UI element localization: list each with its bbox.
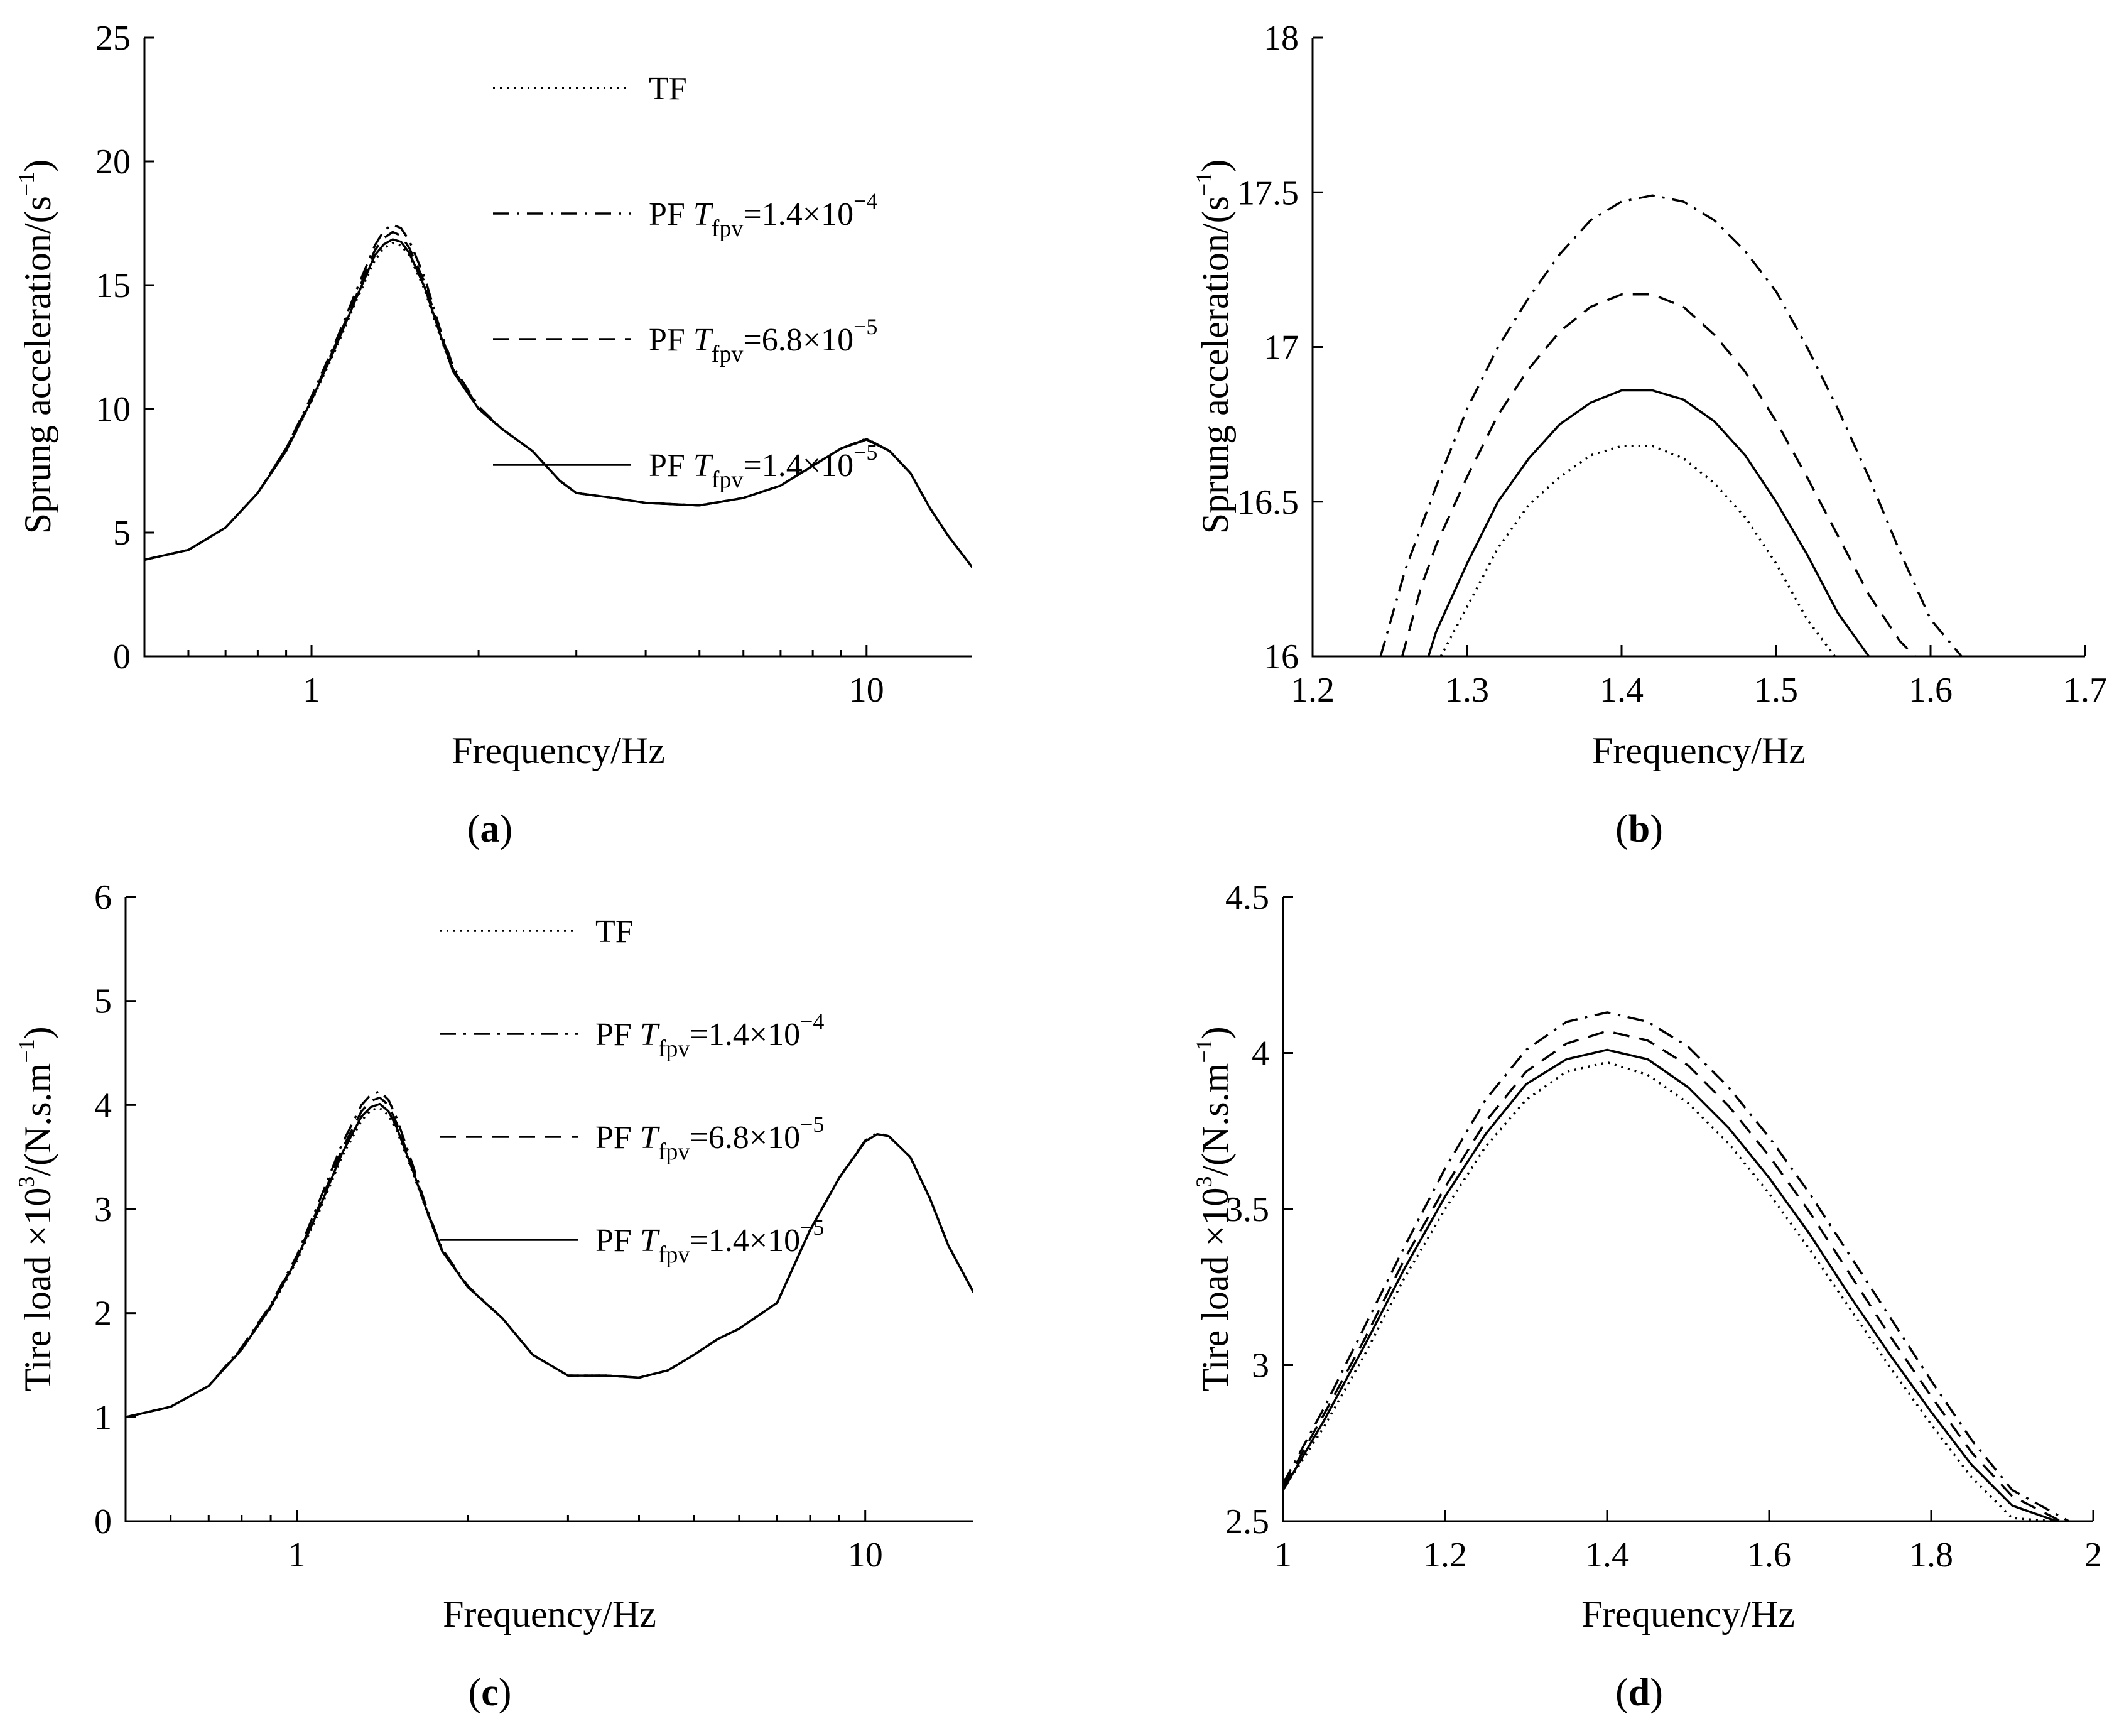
series-line-b-dashed bbox=[1401, 293, 1916, 656]
series-line-a-solid bbox=[144, 238, 972, 568]
panel-caption-d: (d) bbox=[1615, 1671, 1663, 1714]
series-line-d-dotted bbox=[1283, 1061, 2053, 1521]
series-line-b-solid bbox=[1427, 389, 1870, 656]
y-tick-label-a: 25 bbox=[95, 19, 131, 58]
x-tick-label-b: 1.3 bbox=[1445, 671, 1489, 710]
series-line-c-dashed bbox=[126, 1096, 973, 1419]
y-tick-label-c: 2 bbox=[94, 1294, 112, 1333]
x-axis-label-b: Frequency/Hz bbox=[1592, 730, 1806, 771]
x-tick-label-d: 1.8 bbox=[1909, 1536, 1953, 1575]
series-line-b-dotted bbox=[1439, 445, 1836, 656]
y-tick-label-c: 5 bbox=[94, 982, 112, 1021]
x-tick-label-c: 10 bbox=[848, 1536, 883, 1575]
series-line-b-dashdot bbox=[1379, 194, 1963, 656]
y-tick-label-c: 0 bbox=[94, 1502, 112, 1541]
legend-label: PF Tfpv=1.4×10−4 bbox=[649, 188, 877, 242]
y-tick-label-a: 20 bbox=[95, 143, 131, 182]
y-tick-label-a: 15 bbox=[95, 266, 131, 305]
x-axis-label-a: Frequency/Hz bbox=[452, 730, 665, 771]
y-axis-label-d: Tire load ×103/(N.s.m−1) bbox=[1191, 1026, 1236, 1391]
series-line-d-dashdot bbox=[1283, 1011, 2070, 1521]
series-line-a-dashdot bbox=[144, 223, 972, 568]
panel-caption-a: (a) bbox=[467, 808, 512, 850]
legend-a: TF PF Tfpv=1.4×10−4 PF Tfpv=6.8×10−5 PF Tfp… bbox=[493, 71, 877, 493]
panel-a: 0 5 10 15 20 25 1 10 Frequency/Hz Sprung accelera… bbox=[14, 19, 972, 850]
x-axis-label-c: Frequency/Hz bbox=[443, 1593, 656, 1635]
legend-label: PF Tfpv=1.4×10−4 bbox=[595, 1009, 824, 1062]
x-tick-label-d: 1.2 bbox=[1423, 1536, 1467, 1575]
series-line-d-solid bbox=[1283, 1048, 2057, 1521]
y-tick-label-d: 3.5 bbox=[1225, 1190, 1269, 1229]
y-tick-label-d: 4 bbox=[1252, 1034, 1269, 1073]
y-tick-label-b: 17.5 bbox=[1237, 173, 1299, 212]
y-axis-label-b: Sprung acceleration/(s−1) bbox=[1191, 160, 1236, 534]
series-line-a-dotted bbox=[144, 242, 972, 568]
x-tick-label-d: 1 bbox=[1274, 1536, 1292, 1575]
y-axis-label-c: Tire load ×103/(N.s.m−1) bbox=[14, 1026, 58, 1391]
axes-c bbox=[124, 897, 973, 1522]
y-tick-label-c: 4 bbox=[94, 1086, 112, 1125]
panel-d: 2.5 3 3.5 4 4.5 1 1.2 1.4 1.6 1.8 2 Frequency/Hz Tir… bbox=[1191, 878, 2102, 1714]
y-tick-label-b: 16 bbox=[1264, 637, 1299, 676]
y-tick-label-a: 0 bbox=[113, 637, 131, 676]
x-tick-label-d: 1.6 bbox=[1747, 1536, 1791, 1575]
x-tick-label-b: 1.4 bbox=[1600, 671, 1644, 710]
x-tick-label-a: 1 bbox=[303, 671, 320, 710]
legend-label: PF Tfpv=6.8×10−5 bbox=[595, 1112, 824, 1165]
y-tick-label-b: 17 bbox=[1264, 328, 1299, 367]
y-tick-label-d: 4.5 bbox=[1225, 878, 1269, 917]
y-tick-label-b: 16.5 bbox=[1237, 483, 1299, 522]
legend-label: PF Tfpv=6.8×10−5 bbox=[649, 314, 877, 367]
x-tick-label-c: 1 bbox=[288, 1536, 305, 1575]
y-tick-label-d: 3 bbox=[1252, 1347, 1269, 1386]
axes-b bbox=[1311, 38, 2085, 658]
y-tick-label-c: 6 bbox=[94, 878, 112, 917]
y-tick-label-c: 3 bbox=[94, 1190, 112, 1229]
y-axis-label-a: Sprung acceleration/(s−1) bbox=[14, 160, 58, 534]
legend-c: TF PF Tfpv=1.4×10−4 PF Tfpv=6.8×10−5 PF Tfp… bbox=[440, 914, 824, 1268]
series-line-c-solid bbox=[126, 1102, 973, 1419]
x-tick-label-b: 1.5 bbox=[1754, 671, 1798, 710]
legend-label: TF bbox=[595, 914, 634, 950]
x-tick-label-a: 10 bbox=[849, 671, 884, 710]
y-tick-label-d: 2.5 bbox=[1225, 1502, 1269, 1541]
series-line-d-dashed bbox=[1283, 1029, 2062, 1521]
legend-label: TF bbox=[649, 71, 687, 107]
x-tick-label-d: 2 bbox=[2084, 1536, 2102, 1575]
panel-caption-b: (b) bbox=[1615, 808, 1663, 850]
x-tick-label-b: 1.7 bbox=[2063, 671, 2107, 710]
x-tick-label-b: 1.6 bbox=[1909, 671, 1953, 710]
y-tick-label-a: 10 bbox=[95, 390, 131, 429]
series-line-c-dashdot bbox=[126, 1090, 973, 1419]
panel-caption-c: (c) bbox=[469, 1671, 512, 1714]
panel-b: 16 16.5 17 17.5 18 1.2 1.3 1.4 1.5 1.6 1.7 Frequenc… bbox=[1191, 19, 2107, 850]
panel-c: 0 1 2 3 4 5 6 1 10 Frequency/Hz Tire load ×103/(N.… bbox=[14, 878, 973, 1714]
x-tick-label-d: 1.4 bbox=[1585, 1536, 1629, 1575]
legend-label: PF Tfpv=1.4×10−5 bbox=[649, 440, 877, 493]
axes-d bbox=[1282, 897, 2093, 1522]
y-tick-label-a: 5 bbox=[113, 514, 131, 553]
series-line-a-dashed bbox=[144, 231, 972, 568]
y-tick-label-b: 18 bbox=[1264, 19, 1299, 58]
series-line-c-dotted bbox=[126, 1107, 973, 1419]
legend-label: PF Tfpv=1.4×10−5 bbox=[595, 1215, 824, 1268]
x-axis-label-d: Frequency/Hz bbox=[1581, 1593, 1795, 1635]
x-tick-label-b: 1.2 bbox=[1291, 671, 1335, 710]
y-tick-label-c: 1 bbox=[94, 1398, 112, 1437]
